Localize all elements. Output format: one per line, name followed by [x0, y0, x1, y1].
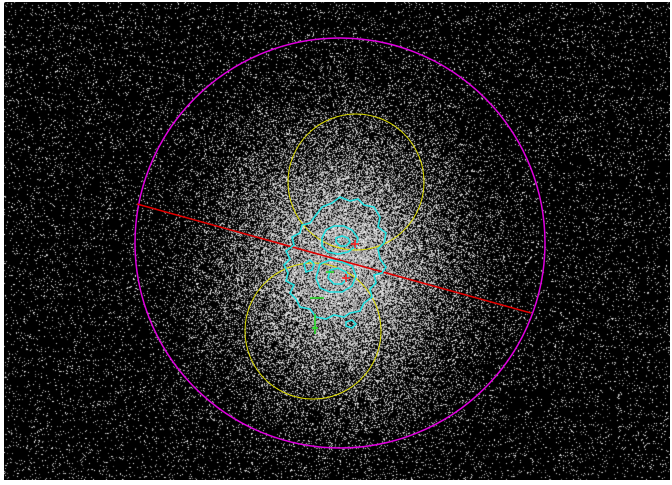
- axis-line: [136, 203, 532, 314]
- lower-lobe-circle: [244, 262, 382, 400]
- red-markers: [342, 240, 359, 282]
- outer-region-circle: [134, 37, 546, 449]
- noise-image: [4, 2, 670, 480]
- green-markers: [310, 271, 334, 334]
- contour-outer: [283, 196, 387, 320]
- region-overlay: [134, 37, 546, 449]
- contour-lower-core: [327, 267, 349, 285]
- contour-fragment-a: [303, 258, 315, 274]
- contour-fragment-b: [345, 319, 358, 329]
- upper-lobe-circle: [287, 113, 425, 251]
- contour-lower-inner: [315, 259, 357, 293]
- image-frame: [4, 2, 670, 480]
- contour-upper-core: [335, 235, 351, 247]
- contour-group: [283, 196, 387, 329]
- contour-upper-inner: [321, 225, 359, 255]
